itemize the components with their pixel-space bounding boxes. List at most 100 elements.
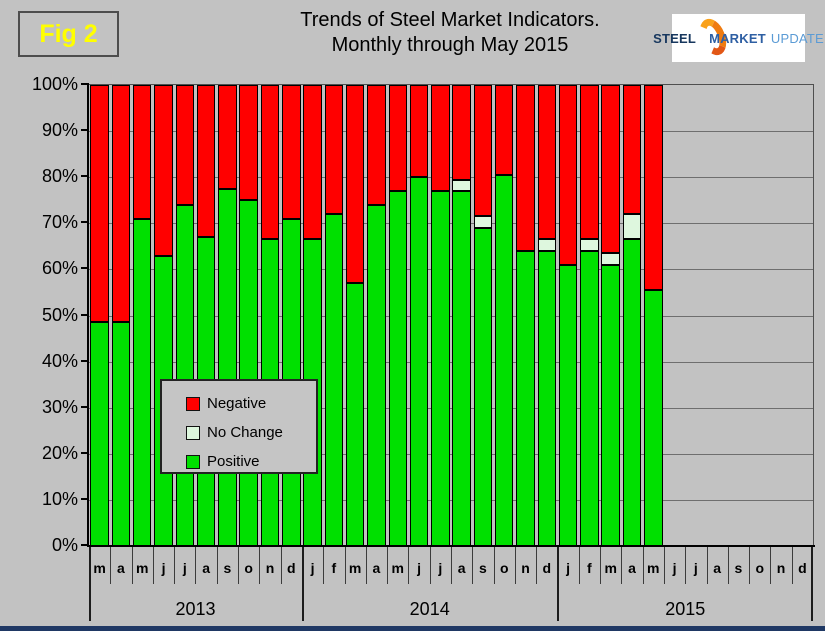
y-axis-tick-label: 40%	[41, 350, 78, 371]
month-label-2015-n: n	[776, 560, 786, 576]
bar-2014-f	[324, 85, 344, 546]
bar-2013-j	[175, 85, 195, 546]
month-tick	[663, 547, 665, 584]
month-label-2015-j: j	[672, 560, 677, 576]
month-label-2014-j: j	[417, 560, 421, 576]
y-axis-tick-label: 0%	[51, 535, 78, 555]
x-axis: m a m j j a s o n d 2013 j f m a m j j a s o n d 2014 j f m a m j j a s o…	[89, 547, 813, 627]
y-axis-tick-mark	[81, 267, 89, 270]
gridline	[89, 499, 813, 501]
y-axis-tick-mark	[81, 359, 89, 362]
segment-positive	[367, 204, 386, 546]
segment-negative	[580, 85, 599, 240]
segment-negative	[409, 85, 429, 178]
bar-2013-o	[239, 85, 258, 546]
month-tick	[536, 547, 538, 584]
segment-positive	[218, 188, 237, 546]
month-label-2015-f: f	[587, 560, 592, 576]
legend-label-positive: Positive	[207, 453, 260, 470]
month-tick	[621, 547, 623, 584]
month-label-2014-o: o	[499, 560, 509, 576]
bar-2014-a	[367, 85, 386, 546]
month-label-2013-m: m	[135, 560, 149, 576]
legend-swatch-positive	[186, 454, 200, 469]
segment-positive	[644, 290, 663, 546]
segment-positive	[239, 200, 258, 546]
segment-negative	[260, 85, 280, 240]
smu-logo: STEEL MARKET UPDATE	[653, 14, 824, 62]
segment-negative	[111, 85, 131, 323]
legend-item-positive: Positive	[186, 449, 316, 474]
month-label-2014-d: d	[542, 560, 552, 576]
month-label-2013-n: n	[265, 560, 275, 576]
month-label-2013-a: a	[117, 560, 125, 576]
y-axis-tick-label: 100%	[31, 74, 78, 94]
month-label-2014-a: a	[372, 560, 381, 576]
segment-positive	[431, 191, 450, 546]
bar-2013-d	[282, 85, 301, 546]
segment-positive	[111, 322, 131, 546]
gridline	[89, 315, 813, 317]
month-tick	[152, 547, 154, 584]
month-label-2014-n: n	[521, 560, 530, 576]
month-label-2014-m: m	[391, 560, 404, 576]
segment-negative	[196, 85, 216, 238]
y-axis-line	[87, 84, 89, 547]
segment-positive	[537, 250, 557, 546]
y-axis-tick-mark	[81, 451, 89, 454]
segment-negative	[239, 85, 258, 201]
segment-negative	[452, 85, 471, 180]
gridline	[89, 407, 813, 409]
year-label-2014: 2014	[409, 599, 450, 619]
month-tick	[749, 547, 751, 584]
month-label-2015-a: a	[628, 560, 636, 576]
month-label-2015-o: o	[755, 560, 765, 576]
month-tick	[451, 547, 452, 584]
bar-2013-j	[154, 85, 173, 546]
month-tick	[238, 547, 240, 584]
figure-label-box: Fig 2	[18, 11, 119, 57]
year-separator	[811, 547, 813, 621]
x-axis-line	[87, 545, 815, 547]
segment-positive	[473, 227, 493, 546]
segment-negative	[431, 85, 450, 192]
gridline	[89, 131, 813, 133]
legend-item-no-change: No Change	[186, 420, 316, 445]
month-label-2013-j: j	[161, 560, 166, 576]
month-label-2013-j: j	[182, 560, 187, 576]
month-tick	[131, 547, 133, 584]
segment-no_change	[580, 239, 599, 251]
bar-2014-s	[473, 85, 493, 546]
month-tick	[642, 547, 644, 584]
month-tick	[493, 547, 495, 584]
segment-negative	[622, 85, 642, 215]
year-separator	[557, 547, 560, 621]
y-axis-tick-label: 20%	[41, 442, 78, 463]
bar-2013-n	[260, 85, 280, 546]
bar-2014-m	[388, 85, 407, 546]
month-label-2013-s: s	[223, 560, 232, 576]
month-label-2013-o: o	[244, 560, 253, 576]
segment-no_change	[452, 179, 471, 192]
bar-2014-d	[537, 85, 557, 546]
month-label-2014-a: a	[457, 560, 466, 576]
year-label-2015: 2015	[665, 599, 706, 619]
bar-2015-m	[644, 85, 663, 546]
gridline	[89, 223, 813, 225]
segment-positive	[452, 191, 471, 546]
month-label-2014-j: j	[438, 560, 443, 576]
bar-2015-f	[580, 85, 599, 546]
bar-2014-o	[494, 85, 514, 546]
month-tick	[429, 547, 431, 584]
year-label-2013: 2013	[175, 599, 216, 619]
bar-2015-a	[622, 85, 642, 546]
month-tick	[578, 547, 580, 584]
segment-positive	[345, 283, 365, 546]
segment-positive	[175, 204, 195, 546]
bar-2013-a	[111, 85, 131, 546]
y-axis-tick-mark	[81, 313, 89, 316]
y-axis-tick-mark	[81, 83, 89, 85]
segment-positive	[409, 177, 429, 546]
segment-negative	[282, 85, 301, 219]
segment-positive	[90, 322, 109, 546]
